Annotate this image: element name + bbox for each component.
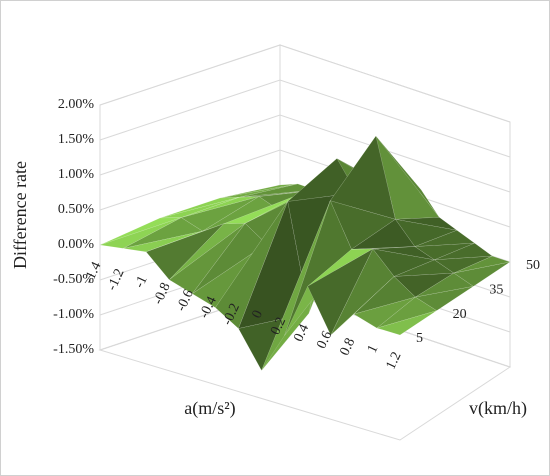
z-tick-label: 0.50% [58,202,95,217]
surface-facet [307,248,374,336]
z-tick-label: 0.00% [58,237,95,252]
z-axis-title: Difference rate [10,161,30,269]
x-tick-label: -1 [132,274,151,291]
surface-facet [395,217,458,231]
z-tick-label: -0.50% [53,272,94,287]
surface-facet [330,276,395,336]
surface-facet [434,242,494,261]
grid-line [99,44,511,123]
surface-facet [238,200,310,329]
y-tick-label: 35 [489,283,503,298]
x-tick-label: 0.2 [268,315,289,337]
z-tick-label: 1.50% [58,132,95,147]
surface-facet [307,248,373,287]
z-tick-label: -1.50% [53,342,94,357]
z-tick-label: -1.00% [53,307,94,322]
surface-facet [168,223,246,295]
x-tick-label: 0.6 [314,329,335,351]
surface-facet [99,217,182,246]
y-tick-label: 50 [526,258,540,273]
surface-facet [453,255,511,274]
z-tick-label: 2.00% [58,97,95,112]
surface-facet [394,259,455,277]
y-tick-label: 20 [453,307,467,322]
y-tick-label: 5 [416,331,423,346]
surface-facet [123,230,203,253]
x-tick-label: 0.4 [291,322,312,344]
grid-line [99,149,511,228]
x-axis-title: a(m/s²) [184,398,235,419]
y-axis-title: v(km/h) [469,398,527,419]
z-tick-label: 1.00% [58,167,95,182]
x-tick-label: 0.8 [337,336,358,358]
grid-line [99,114,511,193]
surface-facet [159,197,240,219]
surface-facet [376,310,437,336]
surface-facet [181,196,260,218]
x-tick-label: 1.2 [384,350,405,372]
grid-line [99,79,511,158]
